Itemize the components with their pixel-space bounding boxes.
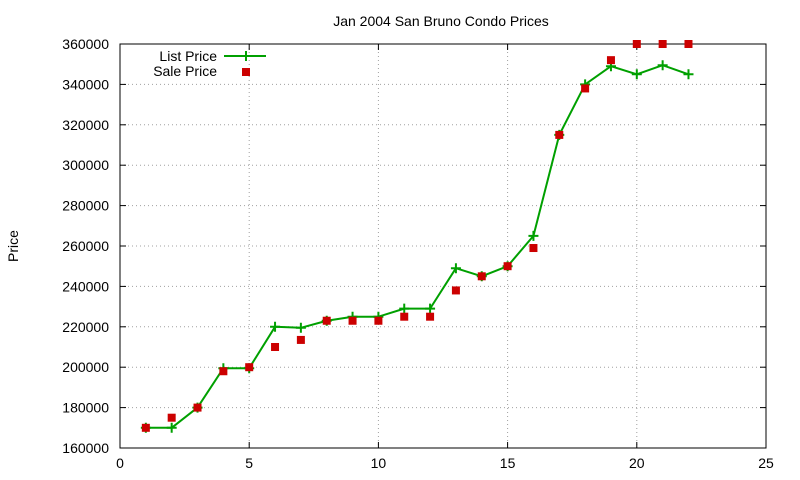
legend: List Price Sale Price [153,48,266,79]
y-axis-label: Price [5,230,21,262]
legend-label-list-price: List Price [159,48,217,64]
sale-price-point [296,335,305,344]
legend-label-sale-price: Sale Price [153,63,217,79]
x-tick-label: 0 [116,455,124,471]
chart-title: Jan 2004 San Bruno Condo Prices [333,13,549,29]
y-tick-label: 200000 [62,359,109,375]
sale-price-point [503,262,512,271]
y-tick-label: 220000 [62,319,109,335]
legend-marker-list-price [241,51,251,61]
sale-price-point [426,312,435,321]
x-tick-label: 25 [758,455,774,471]
list-price-point [295,322,306,333]
sale-price-point [271,343,280,351]
sale-price-point [581,84,590,93]
sale-price-point [658,40,667,48]
series-layer [140,40,694,433]
sale-price-point [555,130,564,139]
list-price-line [145,64,689,429]
sale-price-point [400,312,409,321]
y-tick-label: 300000 [62,157,109,173]
y-tick-label: 340000 [62,76,109,92]
y-tick-label: 160000 [62,440,109,456]
sale-price-point [141,423,150,432]
sale-price-point [245,363,254,372]
list-price-point [657,60,668,71]
list-price-point [166,422,177,433]
grid [120,44,766,448]
x-tick-label: 5 [245,455,253,471]
y-tick-label: 360000 [62,36,109,52]
sale-price-point [167,413,176,422]
sale-price-point [451,286,460,295]
list-price-point [683,69,694,80]
y-tick-label: 260000 [62,238,109,254]
list-price-point [270,321,281,332]
sale-price-point [529,244,538,253]
list-price-point [631,69,642,80]
x-tick-label: 10 [371,455,387,471]
sale-price-point [219,367,228,376]
legend-marker-sale-price [242,68,250,76]
y-tick-label: 320000 [62,117,109,133]
sale-price-point [632,40,641,48]
y-tick-label: 180000 [62,400,109,416]
y-tick-label: 280000 [62,198,109,214]
list-price-point [528,230,539,241]
y-tick-label: 240000 [62,278,109,294]
sale-price-point [477,272,486,281]
sale-price-point [348,316,357,325]
sale-price-point [322,316,331,325]
list-price-point [425,303,436,314]
x-tick-label: 20 [629,455,645,471]
sale-price-point [606,56,615,65]
x-tick-label: 15 [500,455,516,471]
list-price-point [450,263,461,274]
sale-price-point [684,40,693,48]
sale-price-point [374,316,383,325]
axis-ticks: 0 5 10 15 20 25 160000 180000 200000 220000 240000… [62,36,774,471]
list-price-point [399,303,410,314]
sale-price-point [193,403,202,412]
